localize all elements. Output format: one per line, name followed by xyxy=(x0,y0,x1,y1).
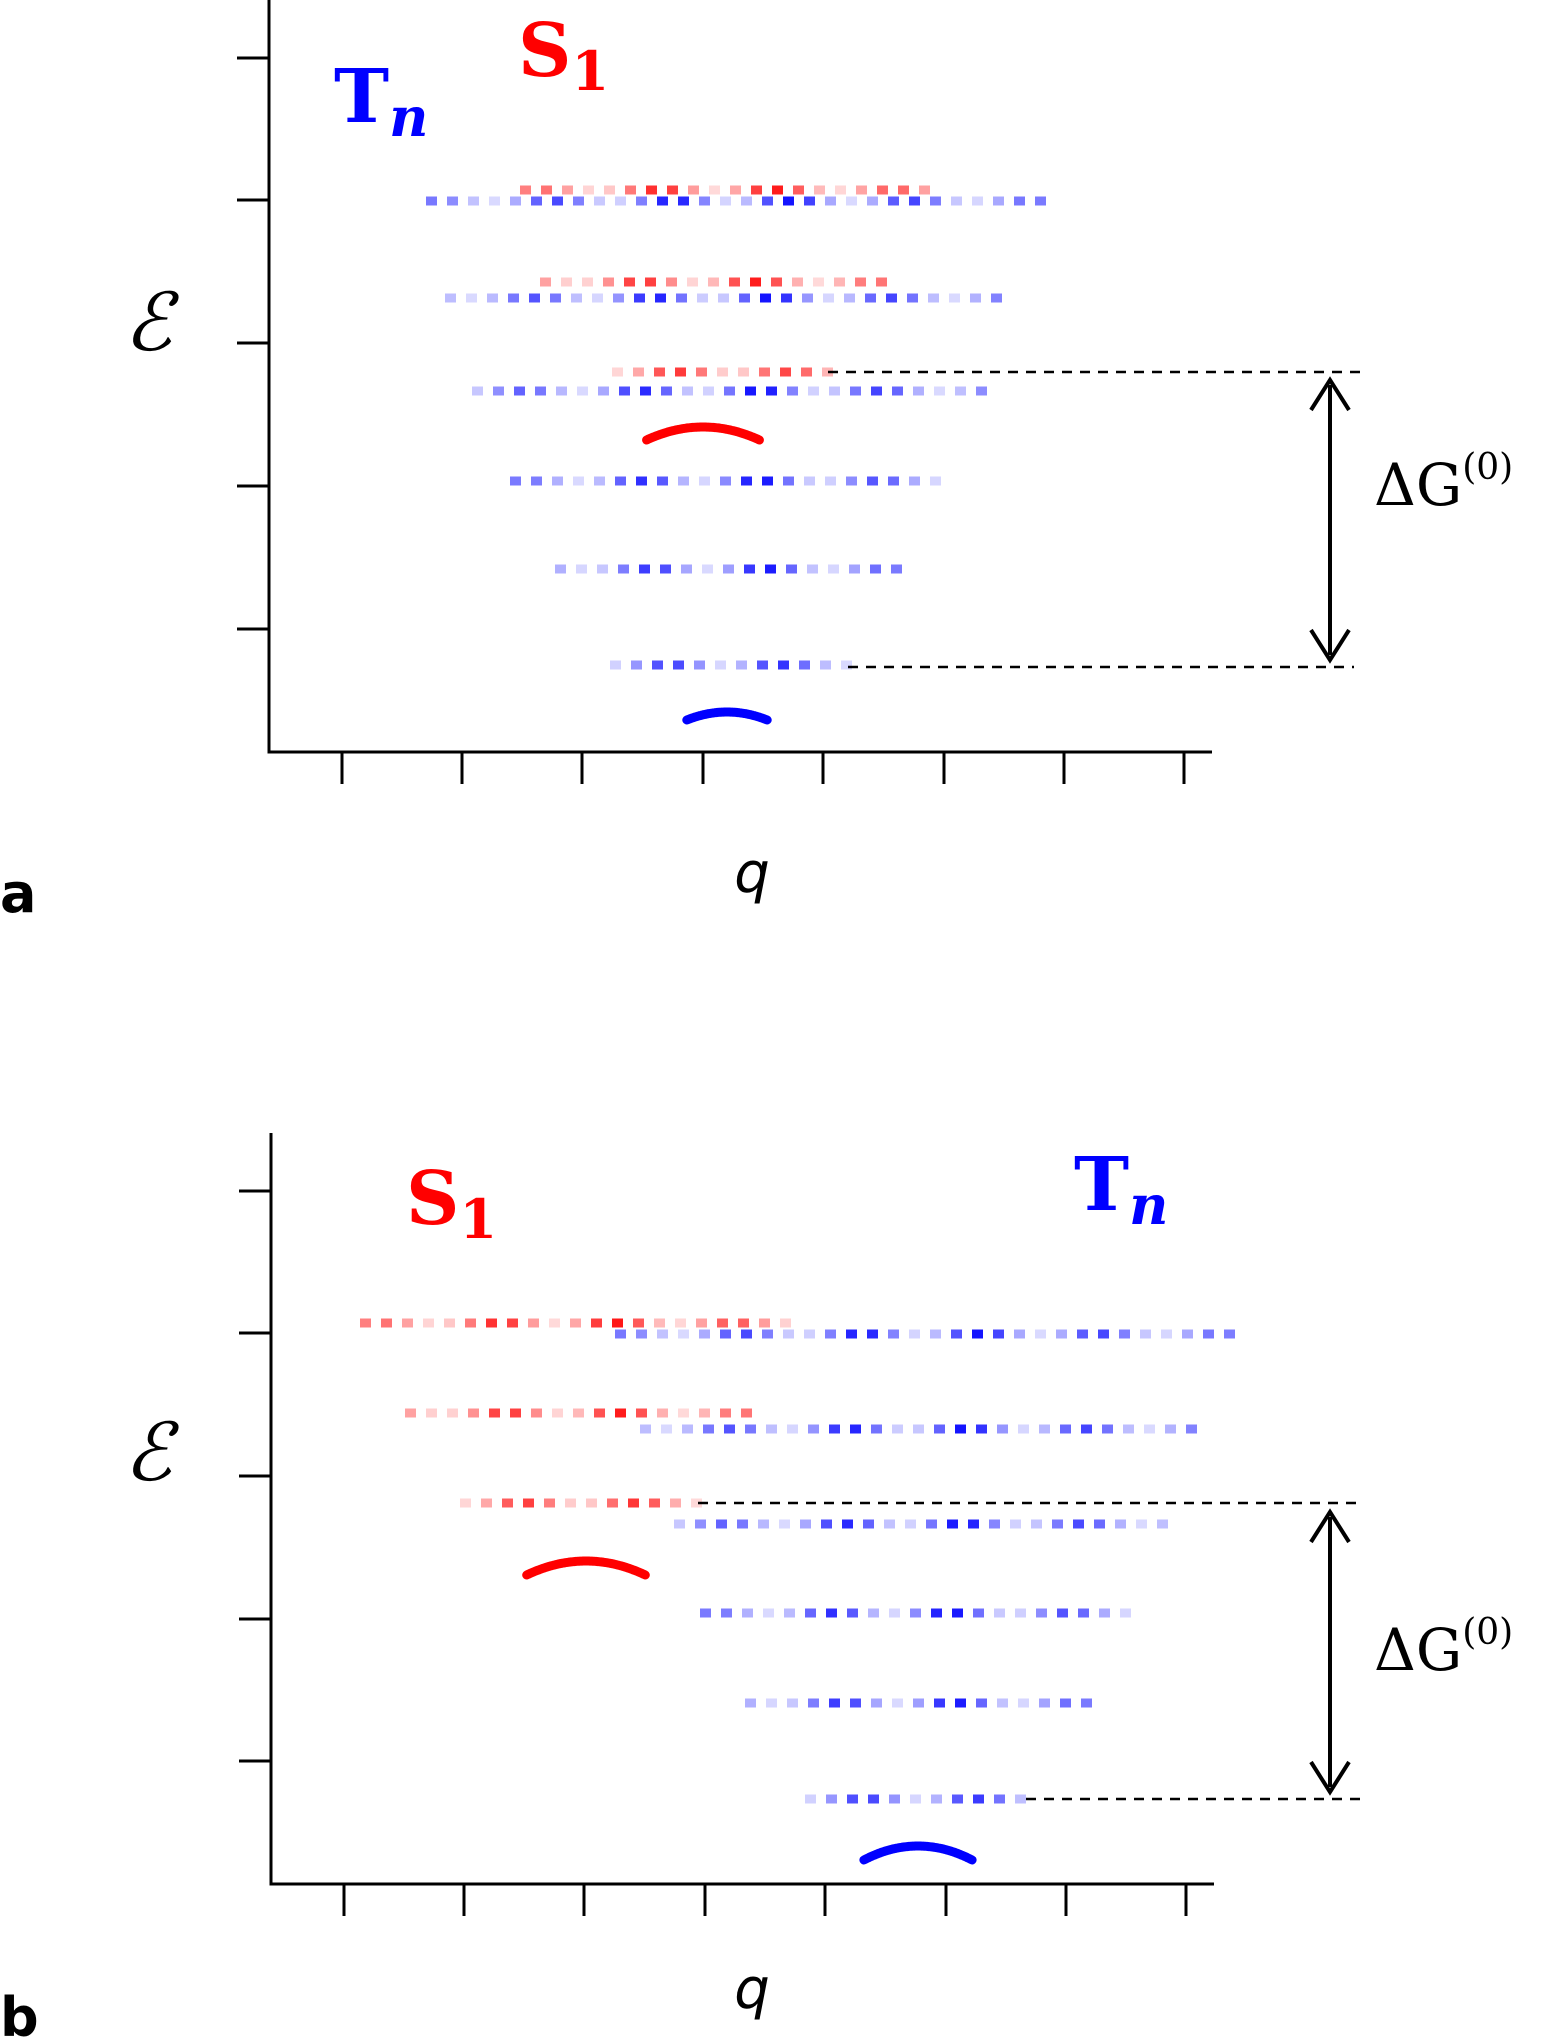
panel-b: ΔG(0) Tn S1 ℰ q b xyxy=(0,1133,1513,2040)
a-levels-level-0 xyxy=(426,196,1046,206)
b-levels-level-3 xyxy=(700,1608,1131,1618)
panel-a-singlet-curve xyxy=(642,422,764,445)
panel-a-axes xyxy=(267,0,1212,754)
panel-b-axes xyxy=(269,1133,1214,1886)
panel-b-singlet-curve xyxy=(522,1556,650,1580)
a-levels-level-6 xyxy=(520,185,930,195)
panel-a-singlet-label: S1 xyxy=(518,8,609,103)
panel-a: ΔG(0) Tn S1 ℰ q a xyxy=(0,0,1513,925)
panel-a-x-ticks xyxy=(340,752,1186,784)
a-levels-level-4 xyxy=(555,564,902,574)
a-levels-level-8 xyxy=(612,367,833,377)
panel-b-y-axis-label: ℰ xyxy=(124,1406,180,1499)
panel-b-vibrational-levels xyxy=(360,1318,1235,1804)
panel-a-x-axis-label: q xyxy=(734,841,770,906)
b-levels-level-1 xyxy=(640,1424,1197,1434)
panel-a-y-ticks xyxy=(237,56,269,631)
panel-b-gap-label: ΔG(0) xyxy=(1374,1612,1513,1684)
panel-a-triplet-label: Tn xyxy=(334,54,428,149)
panel-a-triplet-curve xyxy=(682,707,772,725)
b-levels-level-4 xyxy=(745,1698,1092,1708)
a-levels-level-7 xyxy=(540,277,887,287)
b-levels-level-5 xyxy=(805,1794,1026,1804)
panel-b-y-ticks xyxy=(239,1189,271,1763)
b-levels-level-8 xyxy=(460,1498,702,1508)
b-levels-level-6 xyxy=(360,1318,791,1328)
b-levels-level-0 xyxy=(615,1329,1235,1339)
panel-a-gap-arrow xyxy=(1309,376,1351,664)
panel-b-singlet-label: S1 xyxy=(406,1156,497,1251)
b-levels-level-2 xyxy=(674,1519,1168,1529)
panel-a-y-axis-label: ℰ xyxy=(124,276,180,369)
panel-a-gap-label: ΔG(0) xyxy=(1374,447,1513,519)
panel-b-label: b xyxy=(0,1986,39,2040)
panel-a-vibrational-levels xyxy=(426,185,1046,670)
a-levels-level-2 xyxy=(472,386,987,396)
a-levels-level-5 xyxy=(610,660,852,670)
a-levels-level-1 xyxy=(445,293,1002,303)
panel-b-triplet-curve xyxy=(859,1841,977,1865)
panel-a-label: a xyxy=(0,862,36,925)
panel-b-triplet-label: Tn xyxy=(1074,1142,1168,1237)
panel-b-gap-arrow xyxy=(1309,1508,1351,1796)
panel-b-x-ticks xyxy=(342,1884,1188,1916)
b-levels-level-7 xyxy=(405,1408,752,1418)
panel-b-x-axis-label: q xyxy=(734,1957,770,2022)
a-levels-level-3 xyxy=(510,476,941,486)
